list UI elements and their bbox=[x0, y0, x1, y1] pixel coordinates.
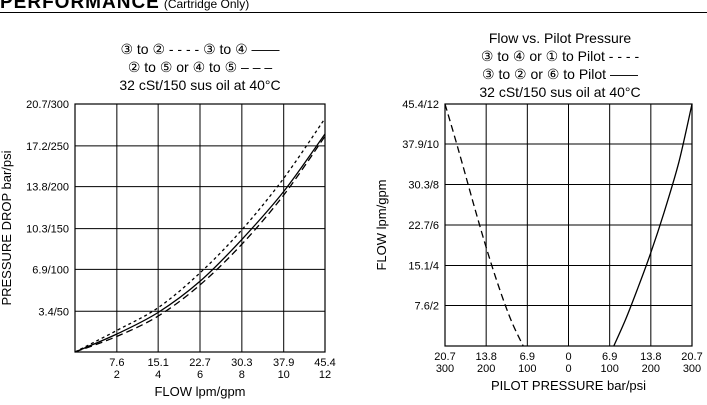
left-x-tick-label-bottom: 2 bbox=[114, 369, 120, 381]
left-x-tick-label-bottom: 8 bbox=[239, 369, 245, 381]
left-y-tick-label: 20.7/300 bbox=[26, 99, 69, 111]
left-x-tick-label-top: 7.6 bbox=[109, 357, 124, 369]
left-x-tick-label-top: 22.7 bbox=[189, 357, 210, 369]
left-x-tick-label-bottom: 6 bbox=[197, 369, 203, 381]
right-legend-line-2: ③ to ② or ⑥ to Pilot —— bbox=[482, 66, 638, 82]
left-y-axis-title: PRESSURE DROP bar/psi bbox=[0, 150, 14, 305]
right-x-tick-label-bottom: 300 bbox=[683, 363, 701, 375]
right-y-tick-label: 45.4/12 bbox=[402, 99, 439, 111]
right-y-tick-label: 37.9/10 bbox=[402, 139, 439, 151]
right-x-tick-label-top: 6.9 bbox=[520, 351, 535, 363]
right-plot-frame bbox=[444, 103, 693, 347]
left-series-2-solid-line bbox=[74, 133, 326, 353]
right-series-2-solid-line bbox=[613, 103, 693, 347]
right-x-tick-label-bottom: 0 bbox=[565, 363, 571, 375]
left-x-tick-label-top: 15.1 bbox=[147, 357, 168, 369]
left-legend-line-3: 32 cSt/150 sus oil at 40°C bbox=[119, 77, 281, 93]
left-legend-line-1: ③ to ② - - - - ③ to ④ —— bbox=[120, 41, 280, 57]
right-x-tick-label-bottom: 200 bbox=[477, 363, 495, 375]
left-x-tick-label-top: 30.3 bbox=[231, 357, 252, 369]
right-chart-legend: Flow vs. Pilot Pressure ③ to ④ or ① to P… bbox=[420, 29, 700, 101]
left-y-tick-label: 6.9/100 bbox=[32, 264, 69, 276]
left-y-tick-label: 3.4/50 bbox=[38, 306, 69, 318]
left-y-tick-label: 17.2/250 bbox=[26, 141, 69, 153]
right-x-tick-label-top: 20.7 bbox=[681, 351, 702, 363]
left-plot-frame bbox=[74, 103, 326, 353]
left-x-tick-label-top: 45.4 bbox=[314, 357, 335, 369]
right-series-1-dashed-line bbox=[444, 103, 524, 347]
right-y-tick-label: 15.1/4 bbox=[408, 261, 439, 273]
right-x-tick-label-top: 20.7 bbox=[434, 351, 455, 363]
right-x-tick-label-top: 0 bbox=[565, 351, 571, 363]
left-series-3-dashed-line bbox=[74, 135, 326, 353]
right-legend-line-3: 32 cSt/150 sus oil at 40°C bbox=[479, 84, 641, 100]
right-x-tick-label-bottom: 300 bbox=[436, 363, 454, 375]
right-legend-line-1: ③ to ④ or ① to Pilot - - - - bbox=[480, 48, 640, 64]
left-x-tick-label-bottom: 4 bbox=[155, 369, 161, 381]
right-y-tick-label: 30.3/8 bbox=[408, 179, 439, 191]
right-y-tick-label: 22.7/6 bbox=[408, 220, 439, 232]
left-y-tick-label: 10.3/150 bbox=[26, 224, 69, 236]
right-x-tick-label-bottom: 200 bbox=[642, 363, 660, 375]
right-chart-title: Flow vs. Pilot Pressure bbox=[488, 30, 632, 46]
section-title: PERFORMANCE bbox=[0, 0, 160, 13]
right-x-tick-label-top: 13.8 bbox=[640, 351, 661, 363]
right-y-axis-title: FLOW lpm/gpm bbox=[374, 179, 389, 270]
left-chart-legend: ③ to ② - - - - ③ to ④ —— ② to ⑤ or ④ to … bbox=[60, 40, 340, 94]
section-subtitle: (Cartridge Only) bbox=[163, 0, 250, 11]
left-x-axis-title: FLOW lpm/gpm bbox=[154, 384, 245, 399]
right-x-tick-label-top: 13.8 bbox=[475, 351, 496, 363]
header-rule bbox=[0, 12, 707, 13]
right-x-tick-label-top: 6.9 bbox=[602, 351, 617, 363]
left-x-tick-label-bottom: 12 bbox=[319, 369, 331, 381]
left-legend-line-2: ② to ⑤ or ④ to ⑤ – – – bbox=[127, 59, 273, 75]
right-y-tick-label: 7.6/2 bbox=[415, 300, 439, 312]
right-x-tick-label-bottom: 100 bbox=[518, 363, 536, 375]
left-x-tick-label-bottom: 10 bbox=[278, 369, 290, 381]
right-x-axis-title: PILOT PRESSURE bar/psi bbox=[491, 378, 646, 393]
left-x-tick-label-top: 37.9 bbox=[273, 357, 294, 369]
right-x-tick-label-bottom: 100 bbox=[600, 363, 618, 375]
left-y-tick-label: 13.8/200 bbox=[26, 182, 69, 194]
